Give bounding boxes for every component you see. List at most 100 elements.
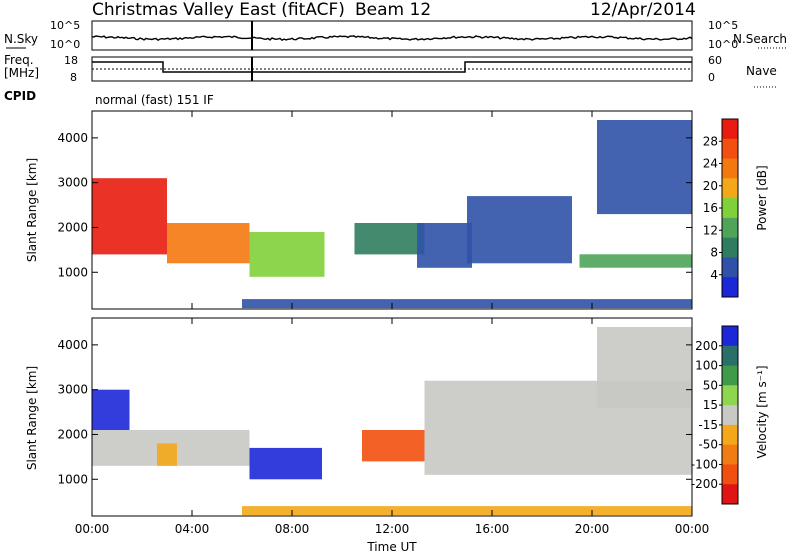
data-region-3 [249, 447, 322, 480]
y-tick-label: 2000 [57, 220, 88, 234]
freq-tick-bottom: 8 [70, 71, 77, 84]
colorbar-tick-label: 12 [703, 223, 718, 237]
y-tick-label: 4000 [57, 338, 88, 352]
nsearch-tick-top: 10^5 [708, 19, 738, 32]
date-label: 12/Apr/2014 [590, 0, 696, 20]
velocity-data [92, 327, 692, 516]
colorbar-swatch [722, 484, 738, 505]
colorbar-swatch [722, 217, 738, 239]
nsearch-label: N.Search [733, 32, 787, 46]
colorbar-swatch [722, 385, 738, 406]
colorbar-frame [721, 325, 739, 505]
data-region-4 [417, 223, 472, 268]
cpid-text: normal (fast) 151 IF [95, 93, 214, 107]
freq-tick-top: 18 [64, 54, 78, 67]
colorbar-tick-label: 24 [703, 157, 718, 171]
colorbar-tick-label: -100 [691, 457, 718, 471]
colorbar-swatch [722, 277, 738, 298]
colorbar-swatch [722, 405, 738, 426]
power-panel: 1000 2000 3000 4000 Slant Range [km] 28 24 20… [25, 110, 769, 310]
nsky-tick-top: 10^5 [50, 19, 80, 32]
colorbar-swatch [722, 424, 738, 446]
colorbar-tick-label: -200 [691, 477, 718, 491]
colorbar-tick-label: 100 [695, 359, 718, 373]
y-tick-label: 3000 [57, 383, 88, 397]
colorbar-tick-label: 15 [703, 398, 718, 412]
colorbar-tick-label: 20 [703, 179, 718, 193]
colorbar-swatch [722, 119, 738, 140]
data-region-2 [249, 232, 325, 277]
nsky-panel: N.Sky 10^5 10^0 10^5 10^0 N.Search [4, 19, 788, 51]
colorbar-tick-label: -50 [698, 438, 718, 452]
colorbar-swatch [722, 138, 738, 160]
freq-label: Freq. [4, 53, 34, 67]
x-axis: 00:00 04:00 08:00 12:00 16:00 20:00 00:00 [75, 111, 710, 536]
colorbar-tick-label: -15 [698, 418, 718, 432]
data-region-0 [92, 389, 130, 430]
power-y-axis: 1000 2000 3000 4000 [57, 131, 692, 279]
nsky-line [91, 35, 693, 42]
nsky-tick-bottom: 10^0 [50, 38, 80, 51]
power-colorbar-label: Power [dB] [755, 165, 769, 230]
x-tick-label: 04:00 [175, 522, 210, 536]
station-title: Christmas Valley East (fitACF) [92, 0, 345, 20]
colorbar-swatch [722, 464, 738, 485]
data-region-7 [242, 506, 692, 516]
colorbar-tick-label: 50 [703, 378, 718, 392]
data-region-7 [597, 120, 692, 215]
data-region-6 [597, 327, 692, 408]
velocity-y-axis: 1000 2000 3000 4000 [57, 338, 692, 486]
nsky-trace [91, 21, 693, 50]
velocity-colorbar-label: Velocity [m s⁻¹] [755, 365, 769, 458]
power-colorbar: 28 24 20 16 12 8 4 [703, 118, 739, 298]
data-region-5 [467, 196, 572, 264]
nave-tick-bottom: 0 [708, 71, 715, 84]
x-tick-label: 08:00 [275, 522, 310, 536]
freq-panel: Freq. [MHz] 18 8 60 0 Nave CPID normal (… [4, 53, 778, 107]
data-region-4 [362, 430, 425, 462]
y-tick-label: 1000 [57, 472, 88, 486]
colorbar-tick-label: 8 [710, 246, 718, 260]
colorbar-tick-label: 16 [703, 201, 718, 215]
beam-label: Beam 12 [355, 0, 431, 20]
colorbar-tick-label: 28 [703, 134, 718, 148]
colorbar-swatch [722, 326, 738, 347]
power-data [92, 120, 692, 309]
colorbar-tick-label: 200 [695, 339, 718, 353]
nave-label: Nave [746, 64, 777, 78]
freq-unit: [MHz] [4, 66, 39, 80]
nsky-label: N.Sky [4, 32, 38, 46]
data-region-3 [354, 223, 425, 255]
data-region-6 [579, 254, 692, 268]
y-tick-label: 1000 [57, 265, 88, 279]
colorbar-swatch [722, 158, 738, 179]
velocity-colorbar: 200 100 50 15 -15 -50 -100 -200 [691, 325, 739, 505]
colorbar-swatch [722, 444, 738, 465]
data-region-8 [242, 299, 692, 309]
data-region-2 [157, 443, 177, 466]
cpid-label: CPID [4, 89, 36, 103]
freq-trace [92, 61, 692, 73]
y-tick-label: 3000 [57, 176, 88, 190]
x-tick-label: 20:00 [575, 522, 610, 536]
colorbar-swatch [722, 365, 738, 386]
x-tick-label: 00:00 [675, 522, 710, 536]
colorbar-swatch [722, 178, 738, 199]
nsearch-tick-bottom: 10^0 [708, 38, 738, 51]
colorbar-swatch [722, 198, 738, 219]
x-tick-label: 12:00 [375, 522, 410, 536]
colorbar-swatch [722, 257, 738, 278]
colorbar-swatch [722, 237, 738, 258]
y-tick-label: 2000 [57, 427, 88, 441]
data-region-0 [92, 178, 167, 255]
colorbar-tick-label: 4 [710, 268, 718, 282]
data-region-1 [167, 223, 250, 264]
colorbar-swatch [722, 345, 738, 367]
nave-tick-top: 60 [708, 54, 722, 67]
y-tick-label: 4000 [57, 131, 88, 145]
x-axis-label: Time UT [366, 540, 417, 554]
velocity-y-axis-label: Slant Range [km] [25, 366, 39, 470]
power-y-axis-label: Slant Range [km] [25, 158, 39, 262]
